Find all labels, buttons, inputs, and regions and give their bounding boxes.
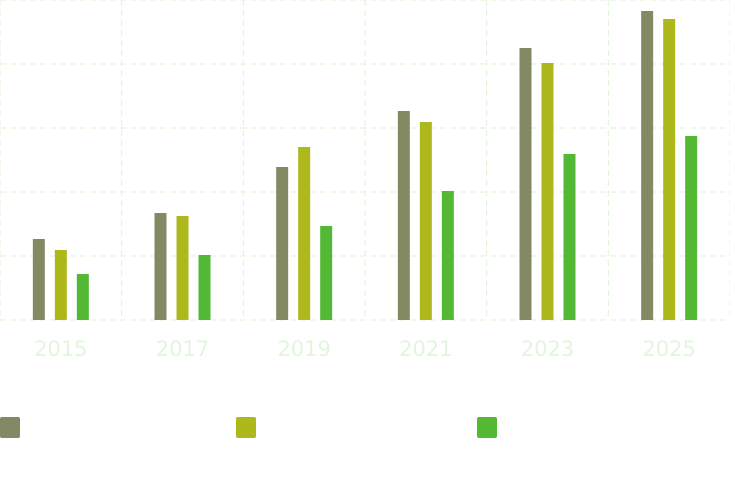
x-tick-label: 2023 bbox=[521, 337, 574, 361]
grid-lines bbox=[0, 0, 730, 321]
x-axis-tick-labels: 2015 2017 2019 2021 2023 2025 bbox=[34, 337, 696, 361]
bar-2023-series-1 bbox=[519, 48, 532, 320]
bar-2015-series-1 bbox=[32, 239, 45, 320]
legend-swatch bbox=[477, 417, 497, 438]
bar-2019-series-3 bbox=[320, 226, 333, 320]
bar-2023-series-3 bbox=[563, 154, 576, 320]
legend-swatch bbox=[0, 417, 20, 438]
x-tick-label: 2017 bbox=[156, 337, 209, 361]
bar-2017-series-2 bbox=[176, 216, 189, 320]
bar-2021-series-1 bbox=[397, 111, 410, 320]
legend-item-series-2 bbox=[236, 417, 256, 438]
x-tick-label: 2019 bbox=[277, 337, 330, 361]
x-tick-label: 2015 bbox=[34, 337, 87, 361]
x-tick-label: 2021 bbox=[399, 337, 452, 361]
bars bbox=[32, 11, 698, 320]
legend bbox=[0, 417, 730, 441]
bar-2019-series-2 bbox=[298, 147, 311, 320]
bar-2025-series-3 bbox=[685, 136, 698, 320]
bar-chart: 2015 2017 2019 2021 2023 2025 bbox=[0, 0, 730, 361]
bar-2025-series-2 bbox=[663, 19, 676, 320]
bar-2021-series-2 bbox=[419, 122, 432, 320]
bar-2023-series-2 bbox=[541, 63, 554, 320]
legend-item-series-3 bbox=[477, 417, 497, 438]
bar-2025-series-1 bbox=[641, 11, 654, 320]
legend-item-series-1 bbox=[0, 417, 20, 438]
bar-2017-series-1 bbox=[154, 213, 167, 320]
bar-2015-series-2 bbox=[54, 250, 67, 320]
bar-2019-series-1 bbox=[276, 167, 289, 320]
bar-2021-series-3 bbox=[441, 191, 454, 320]
x-tick-label: 2025 bbox=[642, 337, 695, 361]
legend-swatch bbox=[236, 417, 256, 438]
bar-2015-series-3 bbox=[76, 274, 89, 320]
bar-2017-series-3 bbox=[198, 255, 211, 320]
